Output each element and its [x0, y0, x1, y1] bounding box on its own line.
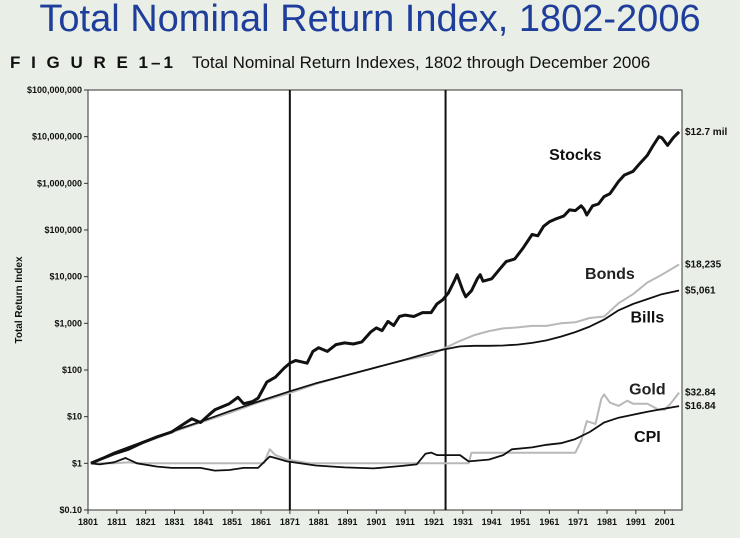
x-tick-label: 1941: [482, 517, 502, 527]
y-tick-label: $1,000: [54, 318, 82, 328]
x-tick-label: 1931: [453, 517, 473, 527]
series-end-value-bonds: $18,235: [685, 259, 722, 270]
x-tick-label: 1881: [309, 517, 329, 527]
x-tick-label: 2001: [655, 517, 675, 527]
series-label-cpi: CPI: [634, 429, 661, 446]
x-tick-label: 1821: [136, 517, 156, 527]
y-tick-label: $10,000: [49, 272, 82, 282]
series-lines: [90, 130, 681, 472]
y-tick-label: $10: [67, 412, 82, 422]
y-tick-label: $0.10: [59, 505, 82, 515]
y-tick-label: $1: [72, 458, 82, 468]
y-axis-label: Total Return Index: [14, 256, 25, 343]
x-tick-label: 1851: [222, 517, 242, 527]
x-tick-label: 1981: [597, 517, 617, 527]
x-tick-label: 1841: [193, 517, 213, 527]
series-end-value-gold: $32.84: [685, 388, 716, 399]
x-tick-label: 1801: [78, 517, 98, 527]
y-tick-label: $100: [62, 365, 82, 375]
x-axis-ticks: 1801 1811 1821 1831 1841 1851 1861 1871 1881 1891…: [78, 510, 675, 527]
y-tick-label: $100,000: [44, 225, 82, 235]
series-label-gold: Gold: [629, 381, 665, 398]
series-label-bonds: Bonds: [585, 266, 635, 283]
series-end-value-stocks: $12.7 mil: [685, 127, 727, 138]
y-tick-label: $10,000,000: [32, 132, 82, 142]
series-label-stocks: Stocks: [549, 147, 602, 164]
x-tick-label: 1871: [280, 517, 300, 527]
series-labels: Stocks $12.7 mil Bonds $18,235 Bills $5,061 Go…: [549, 127, 727, 446]
x-tick-label: 1951: [511, 517, 531, 527]
x-tick-label: 1891: [337, 517, 357, 527]
figure-caption-text: Total Nominal Return Indexes, 1802 throu…: [191, 53, 651, 72]
x-tick-label: 1971: [568, 517, 588, 527]
x-tick-label: 1811: [107, 517, 127, 527]
x-tick-label: 1861: [251, 517, 271, 527]
x-tick-label: 1991: [626, 517, 646, 527]
series-line-cpi: [90, 405, 680, 472]
x-tick-label: 1961: [539, 517, 559, 527]
series-end-value-bills: $5,061: [685, 285, 716, 296]
series-end-value-cpi: $16.84: [685, 401, 716, 412]
series-line-bills: [90, 289, 680, 465]
return-index-chart: $100,000,000 $10,000,000 $1,000,000 $100,00…: [14, 85, 727, 527]
y-axis-ticks: $100,000,000 $10,000,000 $1,000,000 $100,00…: [27, 85, 88, 515]
y-tick-label: $1,000,000: [37, 178, 82, 188]
x-tick-label: 1911: [395, 517, 415, 527]
figure-number: F I G U R E 1–1: [10, 53, 176, 72]
x-tick-label: 1901: [366, 517, 386, 527]
slide-title: Total Nominal Return Index, 1802-2006: [39, 0, 701, 40]
plot-frame: [87, 89, 683, 511]
series-line-bonds: [90, 263, 680, 465]
series-line-gold: [90, 391, 680, 465]
vertical-markers: [288, 90, 447, 510]
figure-caption: F I G U R E 1–1 Total Nominal Return Inde…: [10, 53, 650, 73]
series-line-stocks: [90, 130, 681, 465]
series-label-bills: Bills: [630, 309, 664, 326]
x-tick-label: 1831: [164, 517, 184, 527]
y-tick-label: $100,000,000: [27, 85, 82, 95]
x-tick-label: 1921: [424, 517, 444, 527]
